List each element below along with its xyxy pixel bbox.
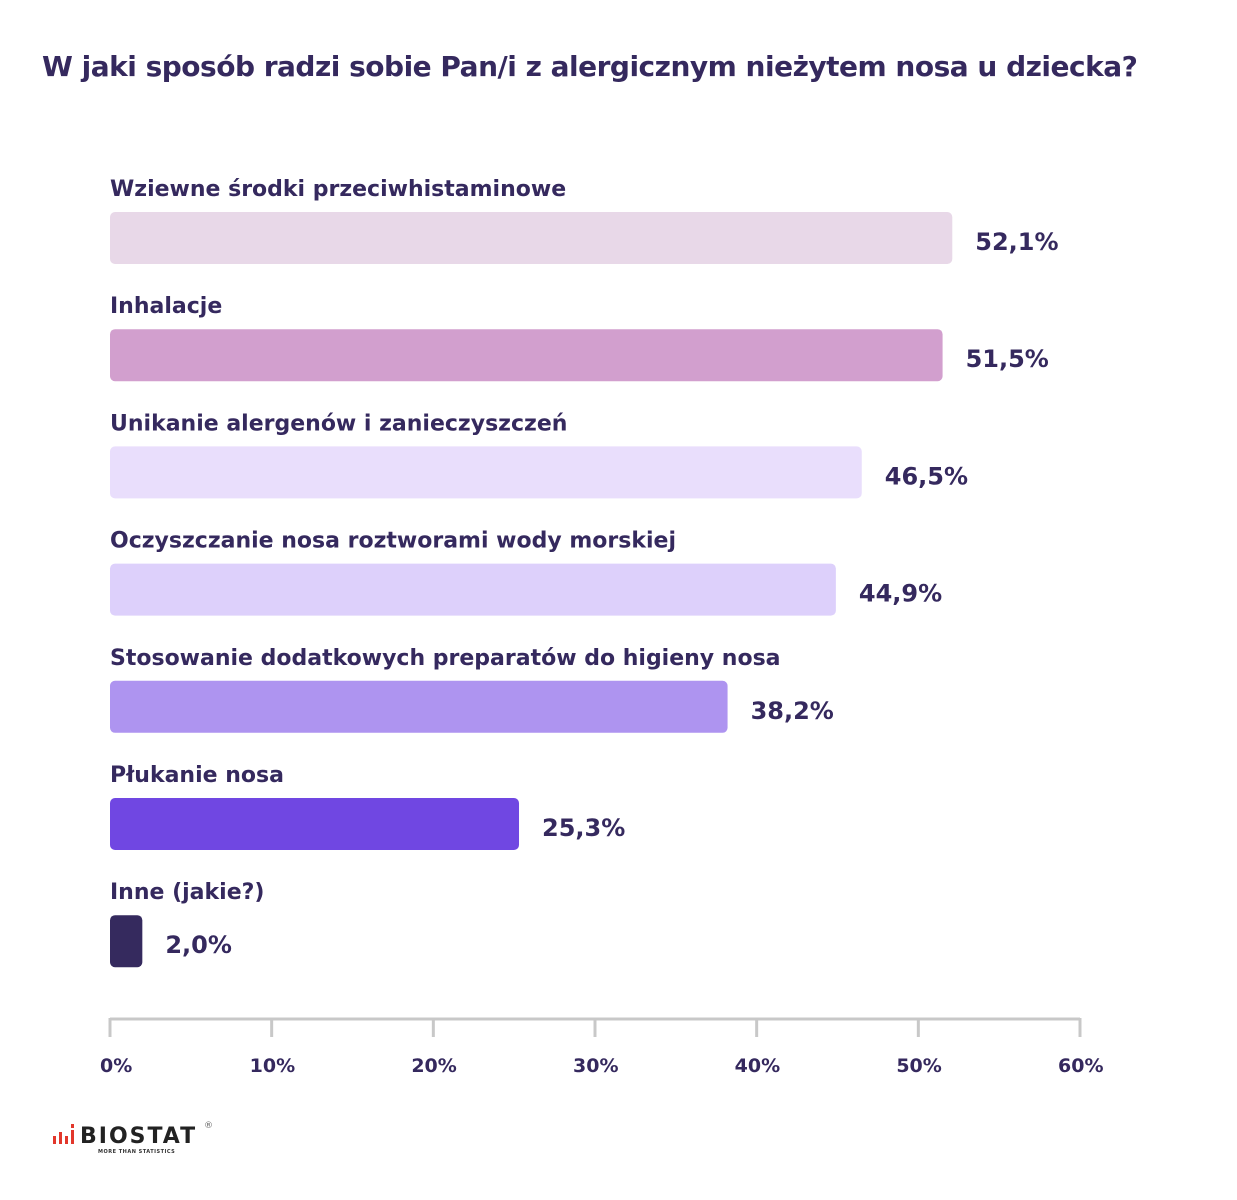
bar-chart: Wziewne środki przeciwhistaminowe 52,1% In… xyxy=(100,177,1103,1077)
value-label: 44,9% xyxy=(859,580,942,608)
x-tick-label: 20% xyxy=(411,1055,456,1077)
x-tick-label: 10% xyxy=(250,1055,295,1077)
x-tick-label: 50% xyxy=(896,1055,941,1077)
x-tick-label: 30% xyxy=(573,1055,618,1077)
logo-bars-icon xyxy=(53,1124,74,1144)
value-label: 38,2% xyxy=(751,697,834,725)
category-label: Inhalacje xyxy=(110,294,222,319)
value-label: 46,5% xyxy=(885,462,968,490)
category-label: Oczyszczanie nosa roztworami wody morski… xyxy=(110,529,676,554)
value-label: 2,0% xyxy=(165,931,232,959)
logo-registered: ® xyxy=(204,1121,213,1131)
bar xyxy=(110,212,953,264)
bar xyxy=(110,563,836,616)
category-label: Wziewne środki przeciwhistaminowe xyxy=(110,177,566,202)
value-label: 52,1% xyxy=(975,228,1058,256)
category-label: Stosowanie dodatkowych preparatów do hig… xyxy=(110,646,781,671)
category-label: Płukanie nosa xyxy=(110,763,284,788)
bar xyxy=(110,446,862,499)
x-tick-label: 60% xyxy=(1058,1055,1103,1077)
value-label: 51,5% xyxy=(966,345,1049,373)
category-label: Unikanie alergenów i zanieczyszczeń xyxy=(110,411,567,436)
logo-tagline: MORE THAN STATISTICS xyxy=(98,1149,176,1155)
logo-text: BIOSTAT xyxy=(80,1124,198,1149)
bar xyxy=(110,680,728,733)
x-tick-label: 40% xyxy=(735,1055,780,1077)
bar xyxy=(110,798,520,850)
biostat-logo: BIOSTAT MORE THAN STATISTICS ® xyxy=(52,1121,213,1155)
x-tick-label: 0% xyxy=(100,1055,132,1077)
category-label: Inne (jakie?) xyxy=(110,880,264,905)
bar xyxy=(110,329,943,382)
value-label: 25,3% xyxy=(542,814,625,842)
bar xyxy=(110,915,143,968)
chart-title: W jaki sposób radzi sobie Pan/i z alergi… xyxy=(42,50,1138,83)
